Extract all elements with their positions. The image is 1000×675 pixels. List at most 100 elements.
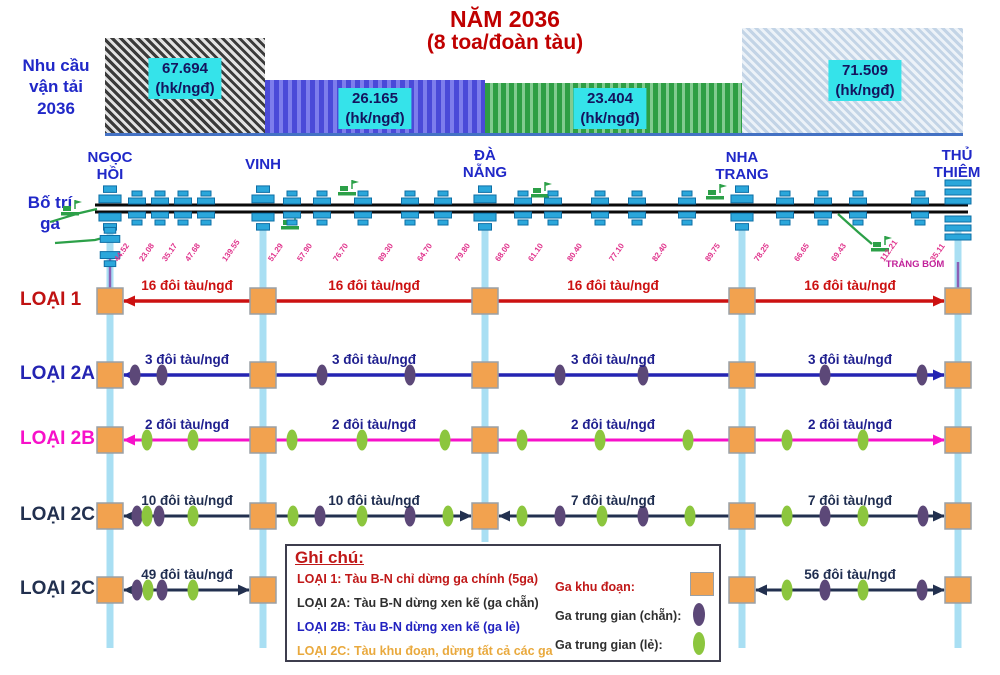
demand-value: 67.694 (hk/ngđ) bbox=[148, 58, 222, 99]
flow-label: 7 đôi tàu/ngđ bbox=[571, 493, 656, 508]
district-station-square bbox=[96, 361, 124, 389]
station-symbol bbox=[434, 190, 452, 226]
flow-arrow-left bbox=[123, 295, 135, 307]
even-station-marker bbox=[554, 505, 566, 527]
odd-station-marker bbox=[781, 429, 793, 451]
station-symbol bbox=[473, 185, 497, 231]
distance-label: 69.43 bbox=[829, 241, 848, 263]
district-station-square bbox=[728, 287, 756, 315]
legend-item-0: LOẠI 1: Tàu B-N chỉ dừng ga chính (5ga) bbox=[297, 572, 538, 586]
branch-station-label: TRẢNG BOM bbox=[886, 258, 945, 270]
station-symbol bbox=[313, 190, 331, 226]
legend-item-1: LOẠI 2A: Tàu B-N dừng xen kẽ (ga chẵn) bbox=[297, 596, 539, 610]
odd-station-marker bbox=[682, 429, 694, 451]
even-station-marker bbox=[637, 505, 649, 527]
even-station-marker bbox=[819, 579, 831, 601]
district-station-square bbox=[728, 576, 756, 604]
depot-icon bbox=[531, 182, 552, 198]
flow-arrow-right bbox=[933, 584, 945, 596]
odd-station-marker bbox=[594, 429, 606, 451]
even-station-marker bbox=[819, 505, 831, 527]
flow-label: 16 đôi tàu/ngđ bbox=[804, 278, 896, 293]
flow-arrow-left bbox=[498, 510, 510, 522]
station-symbol bbox=[849, 190, 867, 226]
district-station-square bbox=[728, 502, 756, 530]
station-symbol bbox=[628, 190, 646, 226]
legend-box: Ghi chú: LOẠI 1: Tàu B-N chỉ dừng ga chí… bbox=[285, 544, 721, 662]
even-station-marker bbox=[916, 364, 928, 386]
row-label-loai-2a: LOẠI 2A bbox=[20, 363, 95, 384]
even-station-swatch bbox=[693, 603, 705, 626]
station-name-đà-nẵng: ĐÀ NẴNG bbox=[462, 147, 508, 181]
distance-label: 57.90 bbox=[295, 241, 314, 263]
flow-label: 2 đôi tàu/ngđ bbox=[808, 417, 893, 432]
even-station-marker bbox=[554, 364, 566, 386]
legend-heading: Ghi chú: bbox=[295, 548, 364, 567]
flow-label: 2 đôi tàu/ngđ bbox=[145, 417, 230, 432]
station-name-ngọc-hồi: NGỌC HỒI bbox=[87, 149, 133, 183]
branch-line bbox=[49, 207, 98, 224]
even-station-marker bbox=[156, 364, 168, 386]
flow-arrow-right bbox=[933, 295, 945, 307]
flow-label: 2 đôi tàu/ngđ bbox=[571, 417, 656, 432]
station-symbol bbox=[678, 190, 696, 226]
distance-label: 89.75 bbox=[703, 241, 722, 263]
odd-station-marker bbox=[187, 429, 199, 451]
odd-station-marker bbox=[781, 505, 793, 527]
legend-item-3: LOẠI 2C: Tàu khu đoạn, dừng tất cả các g… bbox=[297, 644, 553, 658]
flow-label: 3 đôi tàu/ngđ bbox=[145, 352, 230, 367]
distance-label: 68.00 bbox=[493, 241, 512, 263]
station-symbol bbox=[514, 190, 532, 226]
demand-value: 23.404 (hk/ngđ) bbox=[573, 88, 647, 129]
district-station-square bbox=[471, 502, 499, 530]
station-symbol bbox=[128, 190, 146, 226]
flow-arrow-left bbox=[123, 434, 135, 446]
distance-label: 64.70 bbox=[415, 241, 434, 263]
flow-arrow-right bbox=[460, 510, 472, 522]
odd-station-marker bbox=[684, 505, 696, 527]
even-station-marker bbox=[404, 505, 416, 527]
even-station-marker bbox=[819, 364, 831, 386]
station-symbol bbox=[99, 226, 121, 268]
flow-arrow-right bbox=[238, 584, 250, 596]
district-station-square bbox=[944, 287, 972, 315]
station-symbol bbox=[776, 190, 794, 226]
depot-icon bbox=[706, 184, 727, 200]
demand-value: 26.165 (hk/ngđ) bbox=[338, 88, 412, 129]
distance-label: 78.25 bbox=[752, 241, 771, 263]
distance-label: 139.55 bbox=[220, 237, 242, 263]
even-station-marker bbox=[404, 364, 416, 386]
station-symbol bbox=[814, 190, 832, 226]
district-station-square bbox=[471, 361, 499, 389]
distance-label: 89.30 bbox=[376, 241, 395, 263]
terminal-station-symbol bbox=[944, 179, 972, 241]
distance-label: 77.10 bbox=[607, 241, 626, 263]
station-name-nha-trang: NHA TRANG bbox=[715, 149, 769, 183]
odd-station-marker bbox=[141, 429, 153, 451]
district-station-square bbox=[944, 426, 972, 454]
flow-arrow-right bbox=[933, 434, 945, 446]
district-station-swatch bbox=[690, 572, 714, 596]
page-subtitle: (8 toa/đoàn tàu) bbox=[426, 31, 584, 54]
flow-label: 3 đôi tàu/ngđ bbox=[808, 352, 893, 367]
station-symbol bbox=[197, 190, 215, 226]
station-symbol bbox=[591, 190, 609, 226]
odd-station-marker bbox=[857, 429, 869, 451]
even-station-marker bbox=[131, 579, 143, 601]
odd-station-marker bbox=[516, 429, 528, 451]
flow-label: 3 đôi tàu/ngđ bbox=[332, 352, 417, 367]
station-symbol bbox=[151, 190, 169, 226]
flow-label: 56 đôi tàu/ngđ bbox=[804, 567, 896, 582]
district-station-square bbox=[944, 576, 972, 604]
flow-label: 7 đôi tàu/ngđ bbox=[808, 493, 893, 508]
station-symbol bbox=[174, 190, 192, 226]
distance-label: 23.08 bbox=[137, 241, 156, 263]
odd-station-marker bbox=[439, 429, 451, 451]
station-symbol bbox=[911, 190, 929, 226]
district-station-square bbox=[944, 361, 972, 389]
flow-arrow-right bbox=[933, 510, 945, 522]
station-symbol bbox=[401, 190, 419, 226]
distance-label: 51.29 bbox=[266, 241, 285, 263]
odd-station-marker bbox=[442, 505, 454, 527]
